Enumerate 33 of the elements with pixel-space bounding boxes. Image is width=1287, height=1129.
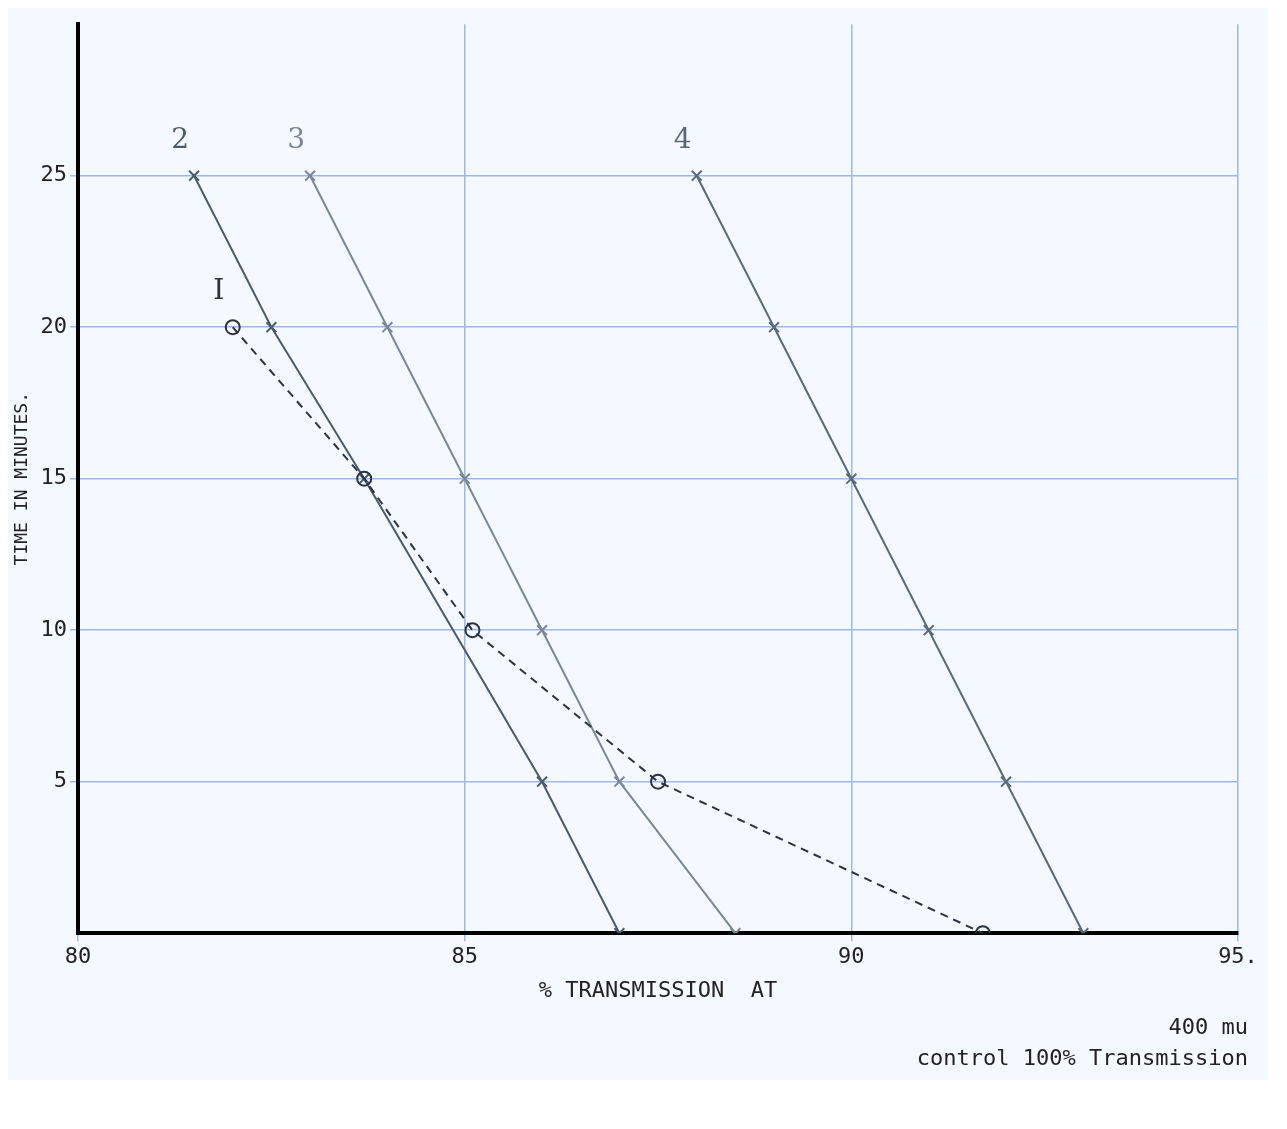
point: [1000, 775, 1012, 788]
y-tick-label: 25: [40, 161, 68, 187]
series-label: 3: [287, 121, 305, 155]
x-tick-label: 95.: [1218, 943, 1258, 969]
y-tick-label: 10: [40, 615, 68, 641]
point: [536, 775, 548, 788]
series-label: I: [213, 273, 225, 307]
point: [768, 321, 780, 334]
x-axis-title: % TRANSMISSION AT: [538, 976, 778, 1002]
point: [536, 624, 548, 637]
y-tick-label: 15: [40, 464, 68, 490]
y-tick-label: 5: [53, 767, 68, 793]
point: [458, 472, 471, 485]
point: [381, 321, 394, 334]
x-tick-label: 85: [451, 943, 478, 969]
point: [922, 624, 935, 637]
point: [690, 169, 703, 182]
point: [188, 169, 201, 182]
point: [265, 321, 278, 334]
x-tick-label: 90: [838, 943, 865, 969]
text: control 100% Transmission: [916, 1045, 1248, 1070]
point: [224, 319, 241, 336]
series-label: 4: [673, 121, 692, 155]
y-tick-label: 20: [40, 312, 68, 338]
point: [613, 775, 626, 788]
point: [304, 169, 317, 182]
x-tick-label: 80: [64, 943, 92, 969]
point: [464, 622, 481, 639]
point: [845, 472, 858, 485]
point: [650, 773, 667, 790]
text: 400 mu: [1168, 1014, 1248, 1039]
series-label: 2: [171, 121, 189, 155]
y-axis-title: TIME IN MINUTES.: [10, 392, 32, 566]
